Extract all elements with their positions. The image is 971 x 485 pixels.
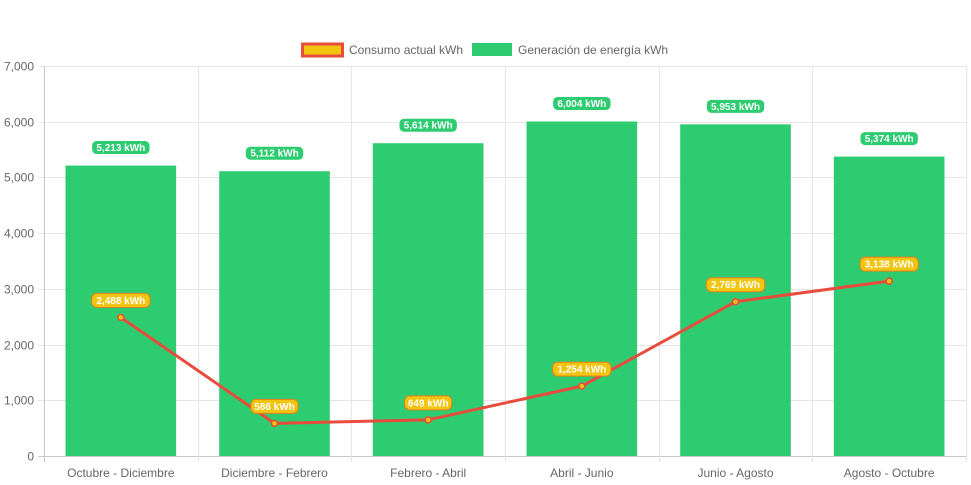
bar-data-label: 5,614 kWh <box>404 121 453 132</box>
bar-data-label-bg <box>859 131 919 147</box>
bar-data-label: 6,004 kWh <box>557 99 606 110</box>
y-tick-label: 2,000 <box>4 339 34 353</box>
x-tick-label: Octubre - Diciembre <box>67 466 175 480</box>
line-data-label: 3,138 kWh <box>865 260 914 271</box>
bar <box>526 121 638 457</box>
line-data-label: 649 kWh <box>408 398 449 409</box>
x-tick-label: Abril - Junio <box>550 466 614 480</box>
line-data-label: 2,769 kWh <box>711 280 760 291</box>
y-tick-label: 5,000 <box>4 171 34 185</box>
line-point <box>731 297 740 306</box>
gridlines <box>38 66 967 462</box>
line-data-label-bg <box>404 395 453 411</box>
consumo-line <box>119 279 890 425</box>
y-tick-label: 0 <box>27 450 34 464</box>
x-tick-label: Febrero - Abril <box>390 466 466 480</box>
line-point <box>885 277 893 285</box>
legend-label-consumo: Consumo actual kWh <box>349 43 463 57</box>
y-tick-label: 4,000 <box>4 227 34 241</box>
line-data-label: 2,488 kWh <box>96 296 145 307</box>
x-tick-label: Junio - Agosto <box>697 466 773 480</box>
line-data-label: 1,254 kWh <box>557 365 606 376</box>
bar-data-labels: 5,213 kWh 5,112 kWh 5,614 kWh 6,004 kWh 5,95… <box>91 95 919 161</box>
bar-data-label-bg <box>398 117 458 133</box>
bar <box>65 165 177 456</box>
bar-data-label: 5,374 kWh <box>865 134 914 145</box>
bar-data-label: 5,112 kWh <box>250 149 298 160</box>
bar-data-label: 5,213 kWh <box>96 143 145 154</box>
bar-data-label-bg <box>705 98 766 114</box>
x-axis: Octubre - Diciembre Diciembre - Febrero Fe… <box>67 466 935 480</box>
bar-data-label-bg <box>244 145 305 161</box>
line-point <box>578 382 586 390</box>
legend-swatch-consumo <box>301 42 344 58</box>
line-data-labels: 2,488 kWh 586 kWh 649 kWh 1,254 kWh 2,769 kW… <box>91 256 919 414</box>
line-data-label-bg <box>705 277 766 293</box>
y-tick-label: 3,000 <box>4 283 34 297</box>
bar <box>833 156 945 456</box>
y-tick-label: 6,000 <box>4 116 34 130</box>
line-data-label: 586 kWh <box>254 402 295 413</box>
line-point <box>424 416 432 424</box>
line-point <box>117 313 125 322</box>
line-data-label-bg <box>552 361 612 377</box>
y-axis: 0 1,000 2,000 3,000 4,000 5,000 6,000 7,000 <box>4 60 34 464</box>
x-tick-label: Diciembre - Febrero <box>221 466 328 480</box>
legend-label-generacion: Generación de energía kWh <box>518 43 668 57</box>
bar-data-label-bg <box>91 140 151 156</box>
legend-swatch-generacion <box>472 43 512 56</box>
line-data-label-bg <box>250 398 299 414</box>
bar-data-label: 5,953 kWh <box>711 102 760 113</box>
legend: Consumo actual kWh Generación de energía … <box>301 42 668 58</box>
line-data-label-bg <box>91 292 151 308</box>
line-series-consumo <box>117 277 893 428</box>
line-point <box>270 419 279 428</box>
bar-data-label-bg <box>552 95 612 111</box>
line-data-label-bg <box>859 256 919 272</box>
x-tick-label: Agosto - Octubre <box>844 466 935 480</box>
y-tick-label: 1,000 <box>4 394 34 408</box>
y-tick-label: 7,000 <box>4 60 34 74</box>
